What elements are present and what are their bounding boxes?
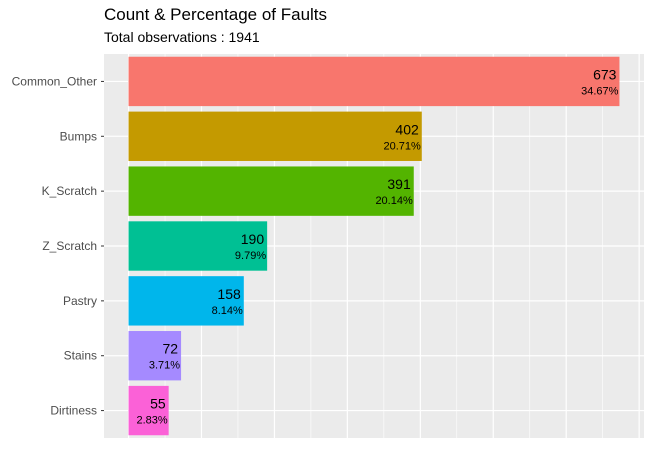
data-labels: 673 34.67% 402 20.71% 391 20.14% 190 9.79% 158 8.… xyxy=(136,66,618,426)
y-tick-label-dirtiness: Dirtiness xyxy=(50,404,97,418)
y-tick-label-common-other: Common_Other xyxy=(12,74,97,88)
bar-dirtiness xyxy=(128,385,169,436)
count-label-bumps: 402 xyxy=(395,121,419,137)
y-tick-label-bumps: Bumps xyxy=(60,129,97,143)
bars xyxy=(128,56,620,436)
percent-label-bumps: 20.71% xyxy=(383,140,421,152)
y-tick-label-z-scratch: Z_Scratch xyxy=(42,239,97,253)
chart-subtitle: Total observations : 1941 xyxy=(104,29,260,45)
count-label-k-scratch: 391 xyxy=(387,176,411,192)
count-label-common-other: 673 xyxy=(593,66,617,82)
y-tick-label-pastry: Pastry xyxy=(63,294,97,308)
count-label-z-scratch: 190 xyxy=(241,231,265,247)
bar-k-scratch xyxy=(128,166,414,216)
count-label-stains: 72 xyxy=(162,341,178,357)
bar-stains xyxy=(128,331,182,381)
bar-common-other xyxy=(128,56,620,107)
bar-bumps xyxy=(128,111,422,161)
y-tick-label-stains: Stains xyxy=(64,349,97,363)
percent-label-pastry: 8.14% xyxy=(212,305,243,317)
percent-label-common-other: 34.67% xyxy=(581,85,619,97)
percent-label-dirtiness: 2.83% xyxy=(136,415,167,427)
percent-label-k-scratch: 20.14% xyxy=(375,195,413,207)
count-label-pastry: 158 xyxy=(217,286,241,302)
y-axis-tick-labels: Common_Other Bumps K_Scratch Z_Scratch Pastr… xyxy=(12,74,104,418)
bar-pastry xyxy=(128,276,244,326)
percent-label-z-scratch: 9.79% xyxy=(235,250,266,262)
count-label-dirtiness: 55 xyxy=(150,396,166,412)
bar-z-scratch xyxy=(128,221,268,271)
y-tick-label-k-scratch: K_Scratch xyxy=(42,184,97,198)
percent-label-stains: 3.71% xyxy=(149,360,180,372)
chart-title: Count & Percentage of Faults xyxy=(104,5,328,24)
